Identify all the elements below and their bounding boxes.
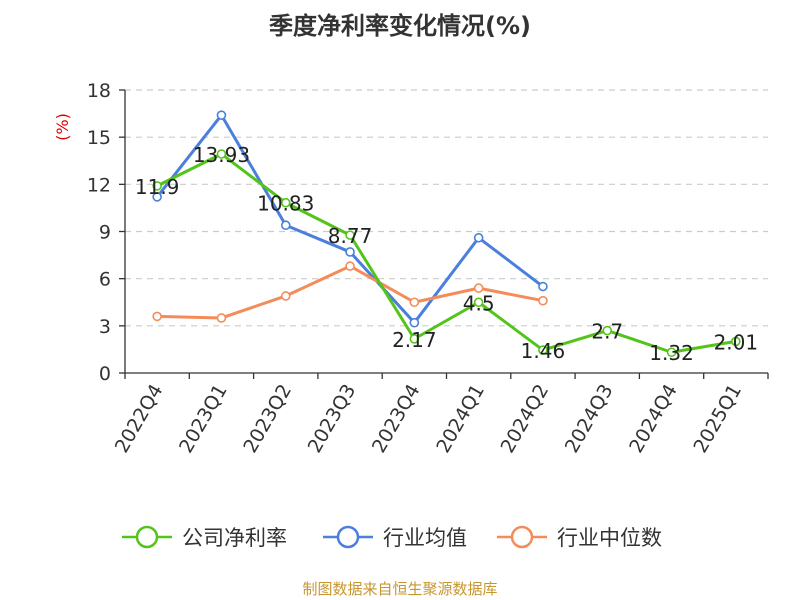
legend-marker: [336, 525, 360, 549]
data-label: 2.17: [392, 328, 437, 352]
data-point[interactable]: [473, 297, 484, 308]
data-point[interactable]: [280, 197, 291, 208]
legend-marker: [510, 525, 534, 549]
series-line: [156, 152, 737, 354]
y-axis-unit: (%): [53, 113, 72, 141]
chart-title: 季度净利率变化情况(%): [269, 12, 531, 40]
data-labels: 11.9 13.93 10.83 8.77 2.17 4.5 1.46 2.7 1.32 2.01: [135, 143, 758, 365]
y-tick-label: 9: [99, 222, 111, 244]
data-point[interactable]: [152, 192, 162, 202]
x-tick-label: 2022Q4: [111, 381, 168, 457]
data-label: 1.46: [521, 339, 566, 363]
series-2: [152, 261, 548, 323]
data-point[interactable]: [216, 149, 227, 159]
data-point[interactable]: [602, 325, 613, 336]
x-tick-label: 2023Q1: [175, 381, 232, 457]
x-tick-label: 2023Q3: [304, 381, 361, 457]
x-tick-label: 2023Q2: [239, 381, 296, 457]
y-tick-label: 12: [87, 174, 111, 196]
x-tick-label: 2023Q4: [368, 381, 425, 457]
legend-label: 行业均值: [383, 526, 467, 550]
data-label: 13.93: [193, 143, 250, 167]
x-tick-label: 2024Q1: [432, 381, 489, 457]
y-tick-label: 0: [99, 363, 111, 385]
data-point[interactable]: [473, 232, 484, 243]
data-point[interactable]: [473, 283, 484, 293]
data-point[interactable]: [538, 345, 548, 355]
y-tick-label: 18: [87, 80, 111, 102]
data-point[interactable]: [345, 261, 355, 271]
data-point[interactable]: [152, 311, 162, 322]
series-1: [152, 110, 548, 328]
data-label: 1.32: [649, 341, 694, 365]
data-point[interactable]: [409, 317, 420, 328]
data-point[interactable]: [280, 291, 291, 301]
data-label: 2.01: [714, 330, 759, 354]
y-tick-label: 3: [99, 316, 111, 338]
grid-lines: [125, 89, 768, 327]
data-label: 8.77: [328, 224, 373, 248]
legend-label: 公司净利率: [182, 526, 287, 550]
data-point[interactable]: [538, 281, 548, 292]
series: [152, 110, 741, 358]
legend[interactable]: 公司净利率 行业均值 行业中位数: [122, 525, 662, 550]
legend-item[interactable]: 行业均值: [323, 525, 467, 550]
data-point[interactable]: [345, 230, 355, 240]
data-point[interactable]: [216, 313, 227, 323]
data-point[interactable]: [152, 181, 162, 191]
data-label: 4.5: [463, 291, 495, 315]
data-point[interactable]: [280, 220, 291, 231]
data-label: 10.83: [257, 192, 314, 216]
source-note: 制图数据来自恒生聚源数据库: [302, 580, 497, 598]
series-0: [152, 149, 741, 358]
data-point[interactable]: [345, 247, 355, 257]
y-tick-label: 15: [87, 127, 111, 149]
y-tick-label: 6: [99, 269, 111, 291]
data-point[interactable]: [409, 334, 420, 344]
data-label: 11.9: [135, 175, 180, 199]
legend-item[interactable]: 公司净利率: [122, 525, 287, 550]
data-label: 2.7: [591, 320, 623, 344]
legend-item[interactable]: 行业中位数: [497, 525, 662, 550]
legend-label: 行业中位数: [557, 526, 662, 550]
axes: 0 3 6 9 12 15 18 2022Q4 2023Q1 2023Q2 2023Q3 2023Q4…: [87, 80, 769, 457]
data-point[interactable]: [731, 336, 741, 347]
data-point[interactable]: [409, 297, 420, 308]
x-tick-label: 2024Q4: [625, 381, 682, 457]
legend-marker: [135, 525, 159, 549]
data-point[interactable]: [538, 295, 548, 306]
data-point[interactable]: [666, 347, 677, 358]
data-point[interactable]: [216, 110, 227, 120]
x-tick-label: 2024Q2: [497, 381, 554, 457]
x-tick-label: 2025Q1: [689, 381, 746, 457]
x-tick-label: 2024Q3: [561, 381, 618, 457]
